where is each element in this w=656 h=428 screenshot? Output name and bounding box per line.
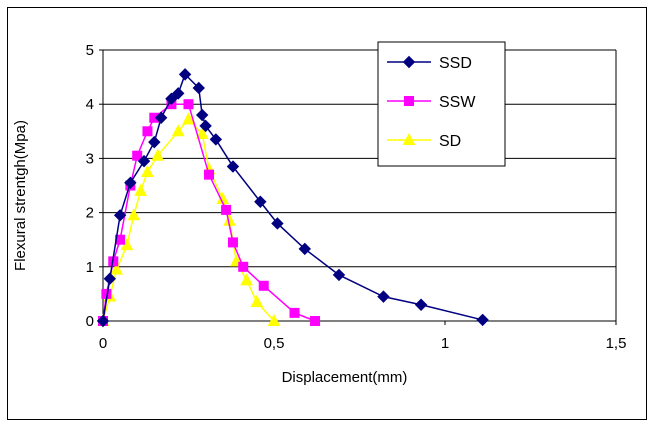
- point-ssd-0: [96, 314, 110, 328]
- legend-marker-ssw: [404, 96, 414, 106]
- point-ssw-11: [221, 204, 232, 215]
- legend-label-ssd: SSD: [439, 55, 472, 72]
- series-line-ssd: [102, 73, 483, 322]
- point-ssd-9: [178, 68, 192, 81]
- point-ssd-13: [209, 133, 223, 146]
- point-ssw-13: [238, 261, 249, 272]
- point-ssd-19: [377, 290, 390, 303]
- point-ssw-14: [258, 280, 269, 291]
- point-sd-10: [195, 126, 209, 140]
- x-axis-title: Displacement(mm): [282, 369, 408, 386]
- point-sd-16: [250, 294, 264, 308]
- point-ssd-4: [137, 154, 151, 168]
- x-tick-label-1: 0,5: [264, 335, 285, 352]
- point-ssd-7: [165, 92, 178, 105]
- point-ssd-10: [192, 81, 205, 95]
- y-tick-label-3: 3: [86, 150, 94, 167]
- point-ssw-10: [204, 169, 215, 180]
- point-ssw-15: [289, 307, 300, 318]
- x-tick-label-2: 1: [441, 335, 449, 352]
- point-sd-5: [134, 183, 147, 196]
- point-sd-2: [110, 262, 124, 275]
- point-ssd-2: [113, 209, 127, 222]
- point-ssw-6: [142, 126, 153, 137]
- point-ssw-5: [132, 150, 143, 161]
- series-sd: [96, 112, 281, 326]
- series-ssd: [96, 68, 489, 328]
- point-ssw-16: [310, 316, 321, 326]
- chart-area: 0 1 2 3 4 5 0 0,5 1 1,5 Displacement(mm) Flexural s…: [7, 7, 647, 420]
- legend-marker-sd: [402, 132, 416, 145]
- y-tick-label-0: 0: [86, 313, 94, 330]
- point-ssd-12: [199, 119, 212, 133]
- point-ssd-5: [148, 135, 161, 149]
- legend: SSD SSW SD: [377, 41, 506, 167]
- y-tick-label-5: 5: [86, 42, 94, 59]
- flexural-strength-chart: 0 1 2 3 4 5 0 0,5 1 1,5 Displacement(mm) Flexural s…: [12, 41, 627, 386]
- point-sd-17: [267, 313, 281, 326]
- point-ssd-1: [103, 272, 117, 285]
- point-ssd-21: [476, 313, 489, 327]
- point-ssd-17: [298, 242, 311, 256]
- point-sd-15: [240, 273, 253, 286]
- point-ssd-6: [154, 111, 168, 124]
- y-axis-title: Flexural strentgh(Mpa): [12, 120, 29, 271]
- legend-label-ssw: SSW: [439, 94, 476, 111]
- point-ssw-9: [183, 99, 194, 110]
- point-sd-4: [127, 208, 141, 221]
- y-tick-label-1: 1: [86, 259, 94, 276]
- point-sd-8: [171, 124, 185, 137]
- point-ssd-18: [332, 268, 346, 282]
- legend-marker-ssd: [402, 55, 416, 69]
- point-ssd-15: [254, 195, 267, 208]
- point-ssd-8: [172, 87, 185, 100]
- legend-label-sd: SD: [439, 133, 461, 150]
- point-ssd-14: [226, 160, 240, 173]
- point-ssw-12: [227, 237, 238, 248]
- point-ssd-11: [195, 108, 209, 122]
- point-sd-9: [182, 112, 195, 125]
- y-tick-label-2: 2: [86, 205, 94, 222]
- x-tick-label-3: 1,5: [606, 335, 627, 352]
- point-sd-7: [151, 148, 165, 161]
- point-ssd-16: [271, 217, 284, 230]
- point-sd-6: [141, 164, 154, 177]
- point-ssd-20: [414, 298, 428, 311]
- x-tick-label-0: 0: [99, 335, 107, 352]
- y-tick-label-4: 4: [86, 96, 94, 113]
- point-ssd-3: [124, 176, 137, 189]
